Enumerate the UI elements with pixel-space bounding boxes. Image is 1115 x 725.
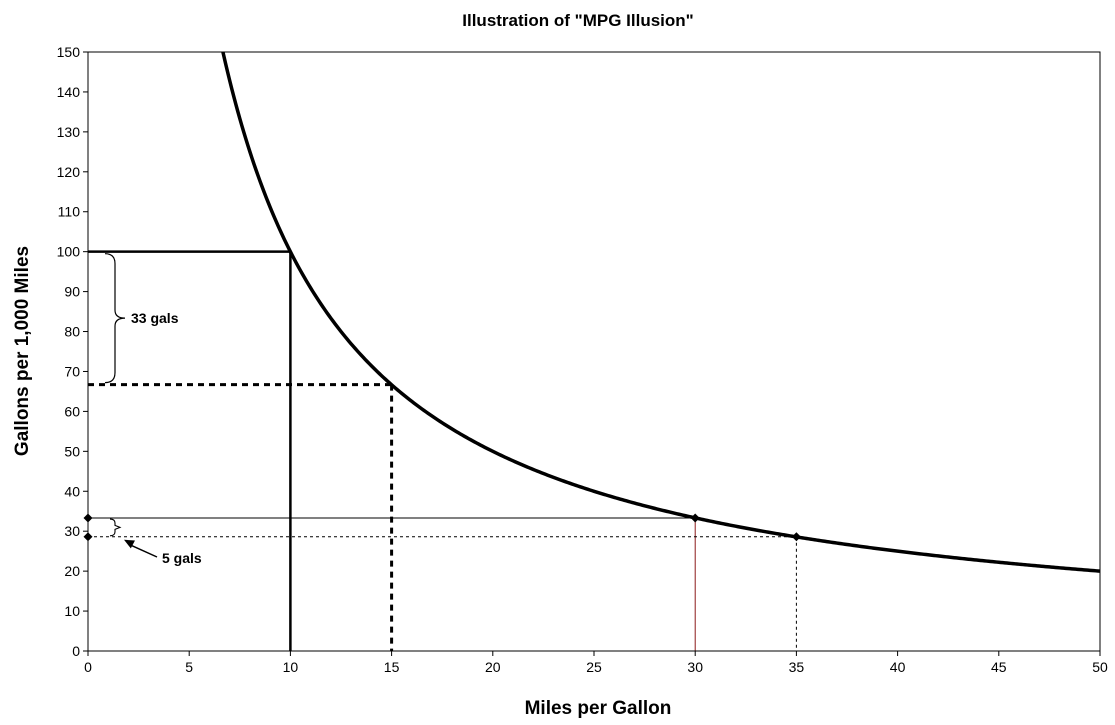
annotation-33-gals: 33 gals (131, 310, 179, 326)
y-tick-label-60: 60 (64, 403, 80, 419)
y-axis-title: Gallons per 1,000 Miles (12, 246, 33, 456)
y-tick-label-110: 110 (58, 204, 81, 220)
y-tick-label-100: 100 (57, 244, 81, 260)
curve-group (221, 52, 1100, 573)
y-tick-label-0: 0 (72, 643, 80, 659)
x-tick-label-50: 50 (1092, 659, 1108, 675)
y-tick-label-40: 40 (64, 483, 80, 499)
x-tick-label-15: 15 (384, 659, 400, 675)
x-tick-label-10: 10 (283, 659, 299, 675)
plot-frame (87, 51, 1101, 652)
chart-title: Illustration of "MPG Illusion" (462, 11, 693, 30)
y-tick-label-120: 120 (57, 164, 81, 180)
x-tick-label-30: 30 (687, 659, 703, 675)
y-tick-label-130: 130 (57, 124, 81, 140)
x-axis-title: Miles per Gallon (525, 698, 672, 719)
annotation-5-gals: 5 gals (162, 550, 202, 566)
y-tick-label-20: 20 (64, 563, 80, 579)
x-tick-label-25: 25 (586, 659, 602, 675)
brace-5-gals (109, 518, 122, 537)
data-marker-3 (791, 532, 801, 542)
y-tick-label-30: 30 (64, 523, 80, 539)
y-tick-label-140: 140 (57, 84, 81, 100)
arrow-5-gals-shaft (129, 544, 158, 558)
x-tick-label-5: 5 (185, 659, 193, 675)
y-tick-label-150: 150 (57, 44, 81, 60)
x-tick-label-20: 20 (485, 659, 501, 675)
y-tick-label-50: 50 (64, 443, 80, 459)
y-tick-label-10: 10 (64, 603, 80, 619)
y-tick-label-70: 70 (64, 363, 80, 379)
arrow-5-gals-head (124, 539, 135, 549)
x-tick-label-45: 45 (991, 659, 1007, 675)
series-curve (221, 52, 1100, 573)
brace-33-gals (104, 253, 126, 384)
data-marker-2 (690, 513, 700, 523)
x-tick-label-40: 40 (890, 659, 906, 675)
y-tick-label-90: 90 (64, 284, 80, 300)
x-tick-label-35: 35 (789, 659, 805, 675)
y-tick-label-80: 80 (64, 324, 80, 340)
x-tick-label-0: 0 (84, 659, 92, 675)
